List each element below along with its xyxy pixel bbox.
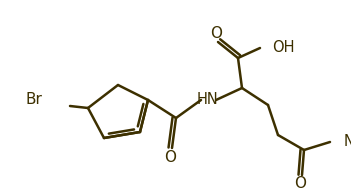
Text: NH₂: NH₂ xyxy=(344,135,351,149)
Text: O: O xyxy=(294,177,306,189)
Text: O: O xyxy=(164,150,176,166)
Text: HN: HN xyxy=(197,92,219,108)
Text: O: O xyxy=(210,26,222,40)
Text: OH: OH xyxy=(272,40,294,54)
Text: Br: Br xyxy=(25,92,42,108)
